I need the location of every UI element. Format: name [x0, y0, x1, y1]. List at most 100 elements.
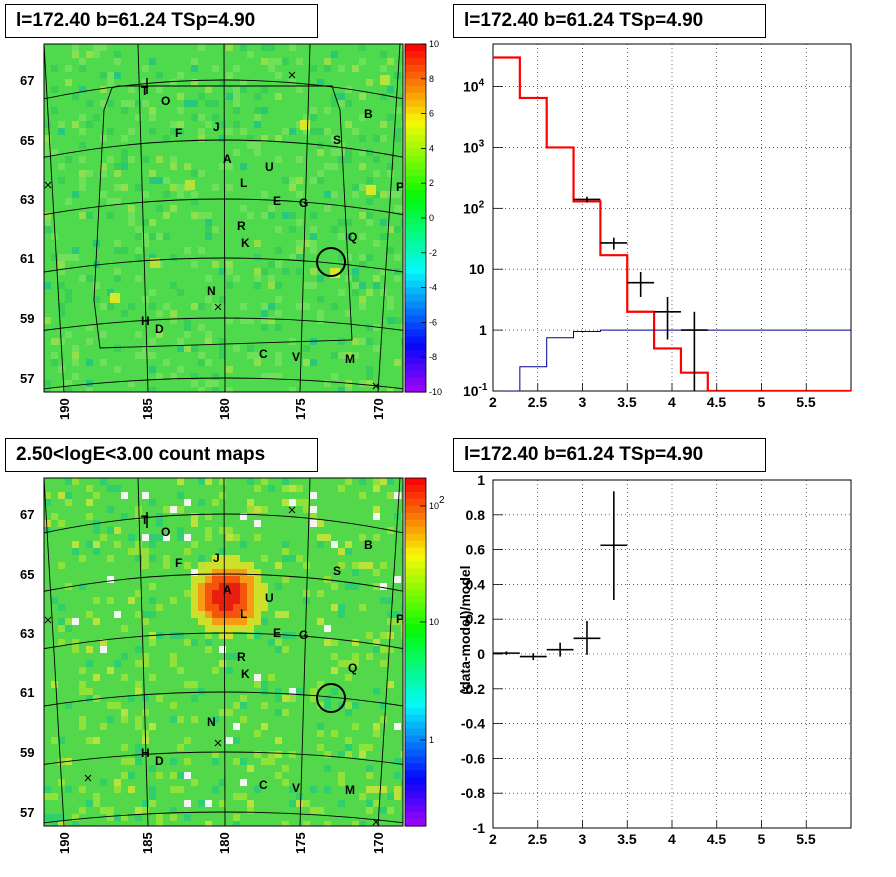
y-tick-label: 0 — [477, 646, 485, 662]
colorbar-segment — [405, 645, 426, 653]
cross-marker — [288, 506, 296, 514]
map-y-tick-label: 61 — [20, 251, 34, 266]
colorbar-segment — [405, 343, 426, 351]
residual-spot — [300, 120, 310, 130]
panel-title-top-right: l=172.40 b=61.24 TSp=4.90 — [453, 4, 766, 38]
colorbar-segment — [405, 134, 426, 143]
model-source-step — [493, 329, 851, 391]
map-y-tick-label: 59 — [20, 311, 34, 326]
residual-spot — [150, 258, 160, 268]
source-label-N: N — [207, 284, 216, 298]
y-tick-label: 102 — [463, 199, 485, 216]
map-y-tick-label: 67 — [20, 507, 34, 522]
colorbar-segment — [405, 169, 426, 177]
colorbar-tick-label: 4 — [429, 143, 434, 153]
colorbar-tick-label: 1 — [429, 735, 434, 745]
map-x-tick-label: 185 — [140, 832, 155, 854]
x-tick-label: 2.5 — [528, 394, 548, 410]
x-tick-label: 3 — [579, 831, 587, 847]
colorbar-segment — [405, 99, 426, 108]
colorbar-segment — [405, 64, 426, 73]
colorbar-segment — [405, 672, 426, 681]
source-label-Q: Q — [348, 230, 357, 244]
map-x-tick-label: 180 — [217, 832, 232, 854]
colorbar-segment — [405, 44, 426, 52]
colorbar-segment — [405, 287, 426, 296]
panel-title-bottom-right: l=172.40 b=61.24 TSp=4.90 — [453, 438, 766, 472]
y-tick-label: 0.2 — [466, 611, 486, 627]
colorbar-segment — [405, 540, 426, 549]
colorbar-segment — [405, 498, 426, 507]
colorbar-tick-label: 0 — [429, 213, 434, 223]
colorbar-segment — [405, 721, 426, 730]
colorbar-segment — [405, 519, 426, 528]
x-tick-label: 4 — [668, 394, 676, 410]
colorbar-segment — [405, 315, 426, 323]
x-tick-label: 5.5 — [796, 394, 816, 410]
source-label-C: C — [259, 347, 268, 361]
plot-frame — [492, 43, 852, 392]
colorbar-segment — [405, 658, 426, 667]
source-label-S: S — [333, 133, 341, 147]
colorbar-tick-label: 6 — [429, 109, 434, 119]
meridian-line — [377, 44, 401, 392]
colorbar: 102 10 1 — [404, 477, 445, 827]
map-y-tick-label: 65 — [20, 567, 34, 582]
x-tick-label: 4.5 — [707, 394, 727, 410]
colorbar-segment — [405, 526, 426, 535]
meridian-line — [44, 478, 65, 826]
parallel-line — [44, 317, 403, 331]
map-y-tick-label: 57 — [20, 371, 34, 386]
colorbar-segment — [405, 707, 426, 716]
colorbar-tick-label: 102 — [429, 495, 445, 511]
colorbar-segment — [405, 176, 426, 184]
colorbar-segment — [405, 512, 426, 521]
model-total-step — [493, 56, 851, 391]
colorbar-segment — [405, 763, 426, 771]
x-tick-label: 3.5 — [617, 831, 637, 847]
x-tick-label: 5 — [758, 831, 766, 847]
map-x-tick-label: 190 — [57, 398, 72, 420]
y-tick-label: 104 — [463, 78, 485, 95]
residual-spot — [330, 268, 340, 278]
source-label-L: L — [240, 607, 247, 621]
source-label-F: F — [175, 556, 182, 570]
plot-frame — [492, 479, 852, 829]
residual-spot — [380, 75, 390, 85]
colorbar-segment — [405, 582, 426, 590]
colorbar-segment — [405, 183, 426, 191]
map-y-tick-label: 61 — [20, 685, 34, 700]
colorbar-segment — [405, 162, 426, 170]
meridian-line — [223, 478, 226, 826]
map-y-tick-label: 67 — [20, 73, 34, 88]
y-tick-label: 1 — [479, 322, 487, 338]
colorbar-segment — [405, 57, 426, 66]
x-tick-label: 2 — [489, 831, 497, 847]
source-label-O: O — [161, 94, 170, 108]
colorbar-segment — [405, 812, 426, 820]
source-label-G: G — [299, 628, 308, 642]
source-label-Q: Q — [348, 661, 357, 675]
panel-title-top-left: l=172.40 b=61.24 TSp=4.90 — [5, 4, 318, 38]
source-label-H: H — [141, 746, 150, 760]
colorbar-segment — [405, 700, 426, 709]
parallel-line — [44, 632, 403, 650]
colorbar-segment — [405, 329, 426, 337]
colorbar-segment — [405, 231, 426, 240]
colorbar-segment — [405, 491, 426, 500]
map-x-tick-label: 185 — [140, 398, 155, 420]
source-label-C: C — [259, 778, 268, 792]
cross-marker — [372, 818, 380, 826]
colorbar-segment — [405, 679, 426, 688]
colorbar-tick-label: 10 — [429, 617, 439, 627]
colorbar-segment — [405, 603, 426, 611]
colorbar-segment — [405, 218, 426, 226]
map-x-tick-label: 175 — [293, 832, 308, 854]
source-label-E: E — [273, 626, 281, 640]
source-label-P: P — [396, 180, 404, 194]
meridian-line — [299, 478, 311, 826]
colorbar-segment — [405, 155, 426, 163]
colorbar-segment — [405, 665, 426, 674]
colorbar-segment — [405, 336, 426, 344]
